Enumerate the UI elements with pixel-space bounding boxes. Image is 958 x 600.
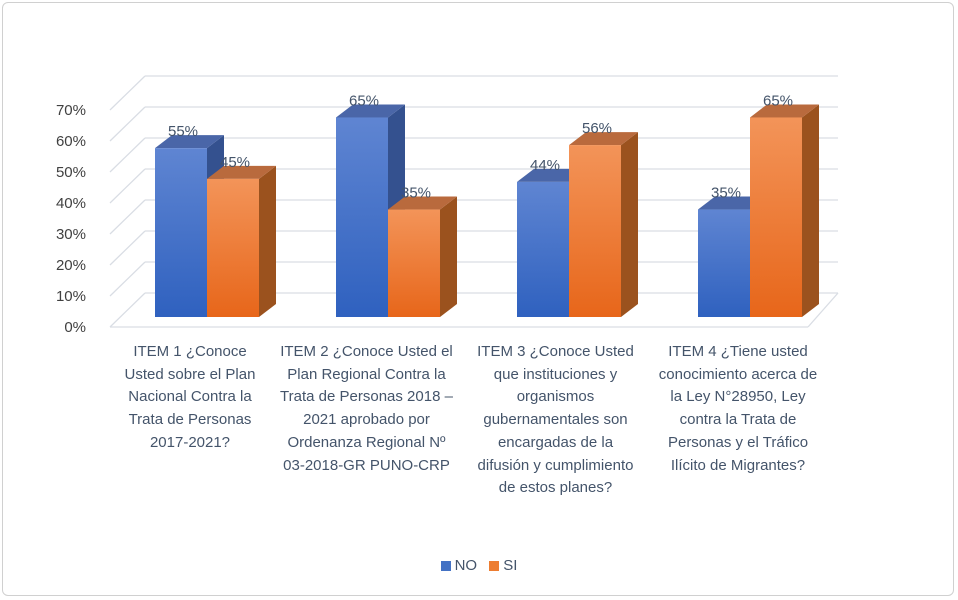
bar-top-no xyxy=(698,196,767,210)
data-label-no: 55% xyxy=(168,123,198,140)
gridline-side xyxy=(109,261,146,297)
y-tick-label: 50% xyxy=(56,164,86,181)
y-tick-label: 40% xyxy=(56,195,86,212)
bar-top-no xyxy=(155,135,224,149)
legend-item-si: SI xyxy=(489,557,517,574)
bar-top-si xyxy=(569,132,638,146)
y-tick-label: 30% xyxy=(56,226,86,243)
legend-label-no: NO xyxy=(454,557,478,574)
gridline-side xyxy=(109,137,146,173)
x-category-label: ITEM 4 ¿Tiene usted conocimiento acerca … xyxy=(658,343,818,474)
data-label-si: 45% xyxy=(220,154,250,171)
bar-si xyxy=(569,145,621,317)
bar-si xyxy=(388,209,440,317)
y-tick-label: 70% xyxy=(56,102,86,119)
bar-side-si xyxy=(802,104,819,317)
x-category-label: ITEM 2 ¿Conoce Usted el Plan Regional Co… xyxy=(280,343,453,474)
bar-side-si xyxy=(621,132,638,317)
bar-no xyxy=(336,117,388,317)
bar-si xyxy=(750,117,802,317)
legend: NO SI xyxy=(0,557,958,575)
bar-side-si xyxy=(259,165,276,317)
legend-label-si: SI xyxy=(503,557,518,574)
y-tick-label: 20% xyxy=(56,257,86,274)
bar-top-no xyxy=(517,168,586,182)
bar-top-si xyxy=(207,165,276,179)
x-category-label: ITEM 3 ¿Conoce Usted que instituciones y… xyxy=(477,343,634,497)
bar-top-si xyxy=(750,104,819,118)
gridline-side xyxy=(109,230,146,266)
bar-top-si xyxy=(388,196,457,210)
y-tick-label: 60% xyxy=(56,133,86,150)
gridline-side xyxy=(109,75,146,111)
gridline-side xyxy=(109,168,146,204)
gridline-side xyxy=(109,292,146,328)
legend-swatch-no xyxy=(440,560,451,571)
bar-side-si xyxy=(440,196,457,317)
gridline-side xyxy=(109,199,146,235)
legend-item-no: NO xyxy=(440,557,478,574)
bar-no xyxy=(155,148,207,317)
y-tick-label: 0% xyxy=(64,319,86,336)
bar-no xyxy=(698,209,750,317)
bar-si xyxy=(207,178,259,317)
data-label-si: 65% xyxy=(763,92,793,109)
data-label-si: 56% xyxy=(582,120,612,137)
data-label-no: 65% xyxy=(349,92,379,109)
data-label-no: 44% xyxy=(530,157,560,174)
data-label-si: 35% xyxy=(401,185,431,202)
bar-no xyxy=(517,181,569,317)
x-category-label: ITEM 1 ¿Conoce Usted sobre el Plan Nacio… xyxy=(124,343,256,451)
gridline-side xyxy=(109,106,146,142)
data-label-no: 35% xyxy=(711,185,741,202)
legend-swatch-si xyxy=(489,560,500,571)
y-tick-label: 10% xyxy=(56,288,86,305)
bar-top-no xyxy=(336,104,405,118)
floor-right-edge xyxy=(807,292,839,328)
